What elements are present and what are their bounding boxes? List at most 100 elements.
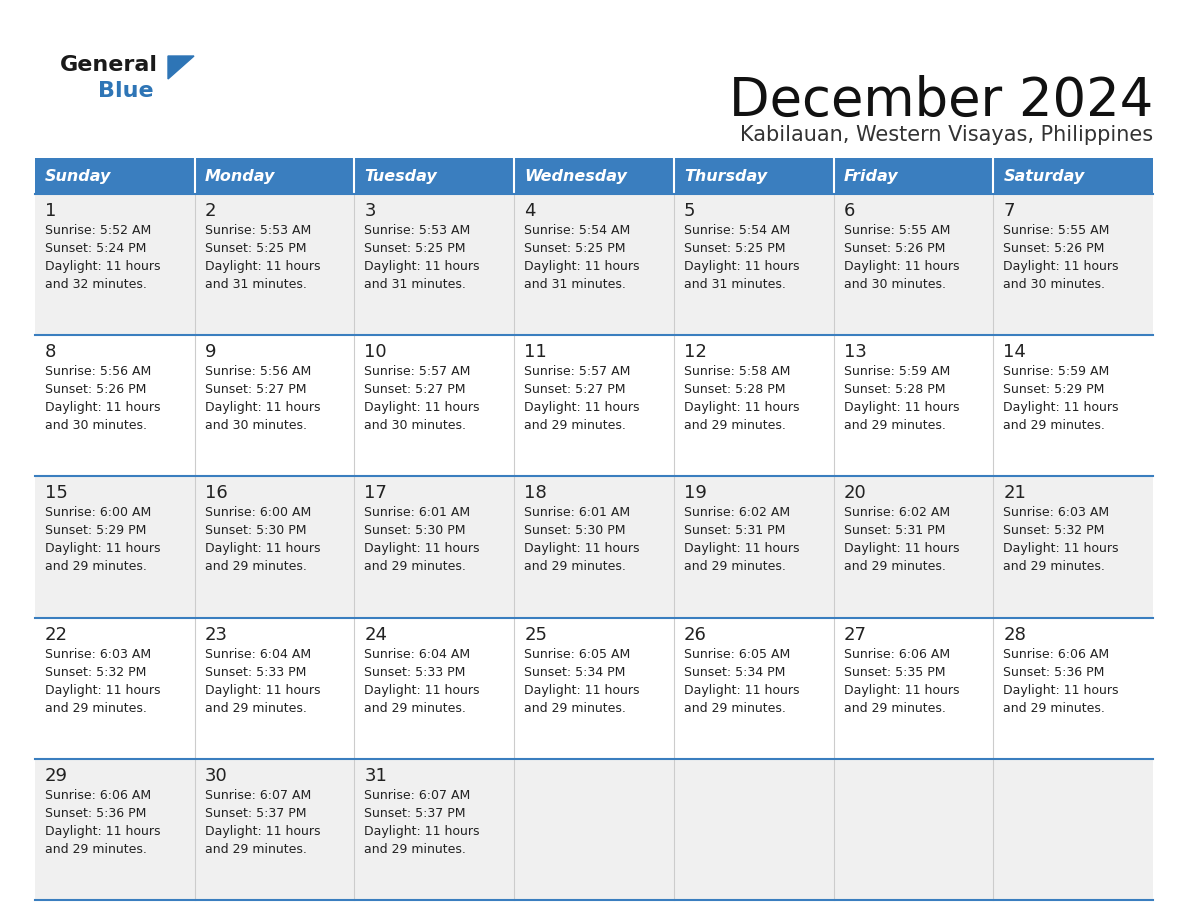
Text: Sunrise: 6:02 AM: Sunrise: 6:02 AM [843,507,949,520]
Text: Sunrise: 5:59 AM: Sunrise: 5:59 AM [843,365,950,378]
Text: Sunrise: 6:00 AM: Sunrise: 6:00 AM [204,507,311,520]
Bar [674,194,834,335]
Text: Daylight: 11 hours: Daylight: 11 hours [1004,260,1119,273]
Text: 31: 31 [365,767,387,785]
Text: Daylight: 11 hours: Daylight: 11 hours [1004,684,1119,697]
Text: Sunset: 5:29 PM: Sunset: 5:29 PM [45,524,146,537]
Text: Sunrise: 6:01 AM: Sunrise: 6:01 AM [524,507,631,520]
Text: Daylight: 11 hours: Daylight: 11 hours [45,824,160,838]
Text: and 29 minutes.: and 29 minutes. [204,701,307,714]
Text: 19: 19 [684,485,707,502]
Text: 5: 5 [684,202,695,220]
Text: Sunrise: 5:52 AM: Sunrise: 5:52 AM [45,224,151,237]
Text: Sunset: 5:28 PM: Sunset: 5:28 PM [684,383,785,397]
Text: 8: 8 [45,343,56,361]
Bar [834,476,993,618]
Bar [674,335,834,476]
Bar [195,158,354,194]
Text: and 30 minutes.: and 30 minutes. [365,420,467,432]
Bar [354,158,514,194]
Text: and 29 minutes.: and 29 minutes. [45,843,147,856]
Text: Sunset: 5:33 PM: Sunset: 5:33 PM [204,666,307,678]
Bar [993,759,1154,900]
Text: 13: 13 [843,343,866,361]
Text: Sunrise: 6:06 AM: Sunrise: 6:06 AM [1004,647,1110,661]
Text: Sunrise: 6:04 AM: Sunrise: 6:04 AM [365,647,470,661]
Text: 3: 3 [365,202,375,220]
Text: and 29 minutes.: and 29 minutes. [524,420,626,432]
Text: Sunrise: 5:53 AM: Sunrise: 5:53 AM [204,224,311,237]
Text: Sunset: 5:25 PM: Sunset: 5:25 PM [684,242,785,255]
Text: 10: 10 [365,343,387,361]
Text: Friday: Friday [843,169,898,184]
Text: Sunrise: 6:06 AM: Sunrise: 6:06 AM [843,647,949,661]
Text: Daylight: 11 hours: Daylight: 11 hours [1004,401,1119,414]
Text: Sunset: 5:26 PM: Sunset: 5:26 PM [843,242,944,255]
Text: Daylight: 11 hours: Daylight: 11 hours [1004,543,1119,555]
Text: Daylight: 11 hours: Daylight: 11 hours [365,543,480,555]
Text: Sunrise: 6:05 AM: Sunrise: 6:05 AM [524,647,631,661]
Text: Sunset: 5:35 PM: Sunset: 5:35 PM [843,666,946,678]
Text: Sunrise: 6:00 AM: Sunrise: 6:00 AM [45,507,151,520]
Text: Daylight: 11 hours: Daylight: 11 hours [45,260,160,273]
Text: Sunset: 5:36 PM: Sunset: 5:36 PM [45,807,146,820]
Text: Sunrise: 5:54 AM: Sunrise: 5:54 AM [684,224,790,237]
Text: Sunset: 5:31 PM: Sunset: 5:31 PM [843,524,944,537]
Text: Sunrise: 6:05 AM: Sunrise: 6:05 AM [684,647,790,661]
Bar [514,618,674,759]
Text: Daylight: 11 hours: Daylight: 11 hours [365,824,480,838]
Text: and 31 minutes.: and 31 minutes. [204,278,307,291]
Text: and 29 minutes.: and 29 minutes. [204,560,307,574]
Text: and 31 minutes.: and 31 minutes. [524,278,626,291]
Text: 11: 11 [524,343,546,361]
Bar [993,476,1154,618]
Text: Sunrise: 6:02 AM: Sunrise: 6:02 AM [684,507,790,520]
Bar [34,158,195,194]
Bar [834,618,993,759]
Text: Daylight: 11 hours: Daylight: 11 hours [204,684,321,697]
Text: Wednesday: Wednesday [524,169,627,184]
Text: 24: 24 [365,625,387,644]
Text: General: General [61,55,158,75]
Text: Sunrise: 5:55 AM: Sunrise: 5:55 AM [843,224,950,237]
Text: 30: 30 [204,767,227,785]
Bar [834,759,993,900]
Text: and 29 minutes.: and 29 minutes. [524,560,626,574]
Text: and 29 minutes.: and 29 minutes. [684,701,785,714]
Text: 20: 20 [843,485,866,502]
Text: 9: 9 [204,343,216,361]
Text: December 2024: December 2024 [728,75,1154,127]
Bar [34,194,195,335]
Text: 15: 15 [45,485,68,502]
Text: Sunset: 5:27 PM: Sunset: 5:27 PM [524,383,626,397]
Text: and 29 minutes.: and 29 minutes. [843,420,946,432]
Text: Sunset: 5:28 PM: Sunset: 5:28 PM [843,383,946,397]
Text: 29: 29 [45,767,68,785]
Bar [34,618,195,759]
Text: Sunset: 5:29 PM: Sunset: 5:29 PM [1004,383,1105,397]
Text: Sunset: 5:33 PM: Sunset: 5:33 PM [365,666,466,678]
Text: 22: 22 [45,625,68,644]
Text: Sunrise: 5:59 AM: Sunrise: 5:59 AM [1004,365,1110,378]
Text: Daylight: 11 hours: Daylight: 11 hours [524,260,639,273]
Text: 14: 14 [1004,343,1026,361]
Text: Sunrise: 6:07 AM: Sunrise: 6:07 AM [204,789,311,801]
Text: and 29 minutes.: and 29 minutes. [365,843,467,856]
Text: and 29 minutes.: and 29 minutes. [45,701,147,714]
Text: Sunset: 5:34 PM: Sunset: 5:34 PM [684,666,785,678]
Text: Sunset: 5:25 PM: Sunset: 5:25 PM [204,242,307,255]
Text: Daylight: 11 hours: Daylight: 11 hours [45,401,160,414]
Bar [195,476,354,618]
Text: and 29 minutes.: and 29 minutes. [684,560,785,574]
Text: 2: 2 [204,202,216,220]
Bar [674,476,834,618]
Text: 1: 1 [45,202,56,220]
Text: 17: 17 [365,485,387,502]
Text: and 30 minutes.: and 30 minutes. [204,420,307,432]
Text: 26: 26 [684,625,707,644]
Text: and 29 minutes.: and 29 minutes. [684,420,785,432]
Text: 7: 7 [1004,202,1015,220]
Text: Sunrise: 6:07 AM: Sunrise: 6:07 AM [365,789,470,801]
Text: and 29 minutes.: and 29 minutes. [843,560,946,574]
Bar [993,194,1154,335]
